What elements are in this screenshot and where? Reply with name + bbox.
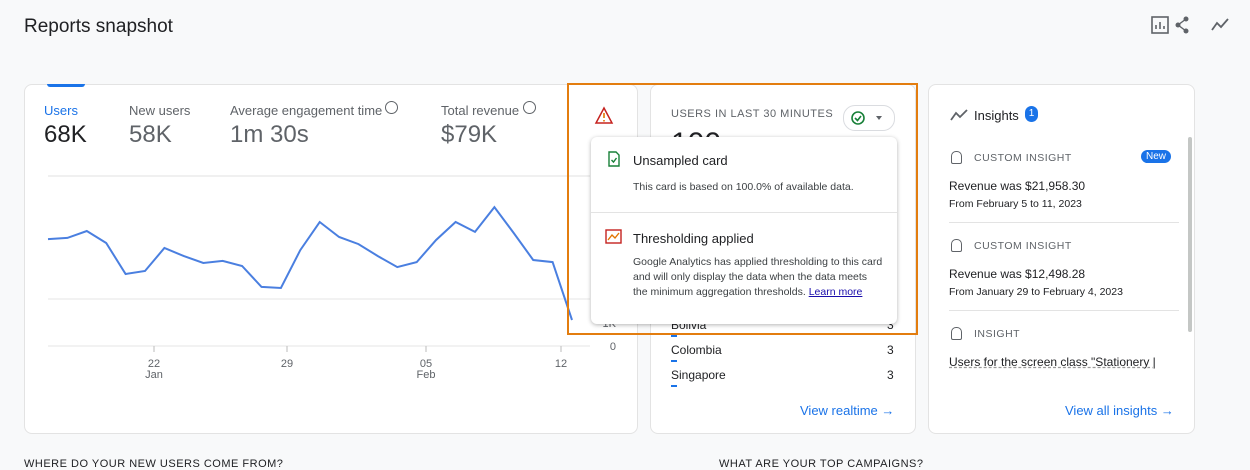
row-value: 3	[887, 368, 894, 382]
row-bar	[671, 360, 677, 362]
row-country: Colombia	[671, 343, 722, 357]
data-line	[47, 205, 573, 321]
insights-card: Insights 1 CUSTOM INSIGHT New Revenue was …	[928, 84, 1195, 434]
x-tick-label: Jan	[145, 369, 163, 381]
popup-item-title: Unsampled card	[633, 153, 728, 168]
row-value: 3	[887, 343, 894, 357]
insight-type: INSIGHT	[974, 328, 1021, 340]
header-icons[interactable]	[1150, 14, 1240, 36]
link-text[interactable]: View all insights	[1065, 403, 1158, 418]
overview-card	[24, 84, 638, 434]
metric-value: 58K	[129, 121, 172, 148]
metric-label: Average engagement time	[230, 103, 383, 118]
y-tick-label: 0	[610, 341, 616, 353]
info-icon[interactable]	[523, 101, 536, 114]
insight-icon	[951, 327, 962, 340]
metric-label: Users	[44, 103, 78, 118]
row-bar	[671, 335, 677, 337]
realtime-title: USERS IN LAST 30 MINUTES	[671, 108, 834, 120]
metric-value: 1m 30s	[230, 121, 309, 148]
metric-label: Total revenue	[441, 103, 520, 118]
insight-type: CUSTOM INSIGHT	[974, 152, 1072, 164]
info-icon[interactable]	[385, 101, 398, 114]
insight-title: Revenue was $12,498.28	[949, 267, 1086, 281]
view-insights-link[interactable]: View all insights →	[1065, 403, 1174, 418]
row-value: 3	[887, 318, 894, 332]
highlight-box	[567, 83, 918, 335]
insights-title: Insights	[974, 108, 1019, 123]
insight-badge: New	[1141, 150, 1172, 163]
view-realtime-link[interactable]: View realtime →	[800, 403, 895, 418]
insight-icon	[951, 151, 962, 164]
learn-more-link[interactable]: Learn more	[808, 286, 863, 298]
text: Google Analytics has applied thresholdin…	[633, 256, 883, 298]
popup-item-text: This card is based on 100.0% of availabl…	[633, 181, 854, 193]
section-title: WHAT ARE YOUR TOP CAMPAIGNS?	[719, 458, 924, 470]
link-text[interactable]: View realtime	[800, 403, 878, 418]
divider	[949, 222, 1179, 223]
x-tick-label: 12	[555, 358, 567, 370]
x-tick-label: Feb	[417, 369, 436, 381]
divider	[949, 310, 1179, 311]
insights-count: 1	[1025, 106, 1038, 122]
popup-item-title: Thresholding applied	[633, 231, 754, 246]
divider	[591, 212, 897, 213]
metric-label: New users	[129, 103, 191, 118]
insight-subtitle: From February 5 to 11, 2023	[949, 198, 1082, 210]
scrollbar[interactable]	[1188, 137, 1192, 332]
section-title: WHERE DO YOUR NEW USERS COME FROM?	[24, 458, 284, 470]
x-tick-label: 05	[420, 358, 432, 370]
page-title: Reports snapshot	[24, 16, 173, 37]
insight-type: CUSTOM INSIGHT	[974, 240, 1072, 252]
metric-value: 68K	[44, 121, 87, 148]
warning-icon[interactable]	[594, 106, 614, 126]
x-tick-label: 29	[281, 358, 293, 370]
status-button[interactable]	[843, 105, 895, 131]
insight-subtitle: From January 29 to February 4, 2023	[949, 286, 1123, 298]
tab-indicator	[47, 84, 85, 87]
insight-icon	[951, 239, 962, 252]
metric-value: $79K	[441, 121, 498, 148]
insight-title: Users for the screen class "Stationery |	[949, 355, 1156, 369]
popup-item-text: Google Analytics has applied thresholdin…	[633, 255, 883, 300]
insight-title: Revenue was $21,958.30	[949, 179, 1086, 193]
row-bar	[671, 385, 677, 387]
info-popup: Unsampled card This card is based on 100…	[591, 137, 897, 324]
row-country: Singapore	[671, 368, 726, 382]
x-tick-label: 22	[148, 358, 160, 370]
